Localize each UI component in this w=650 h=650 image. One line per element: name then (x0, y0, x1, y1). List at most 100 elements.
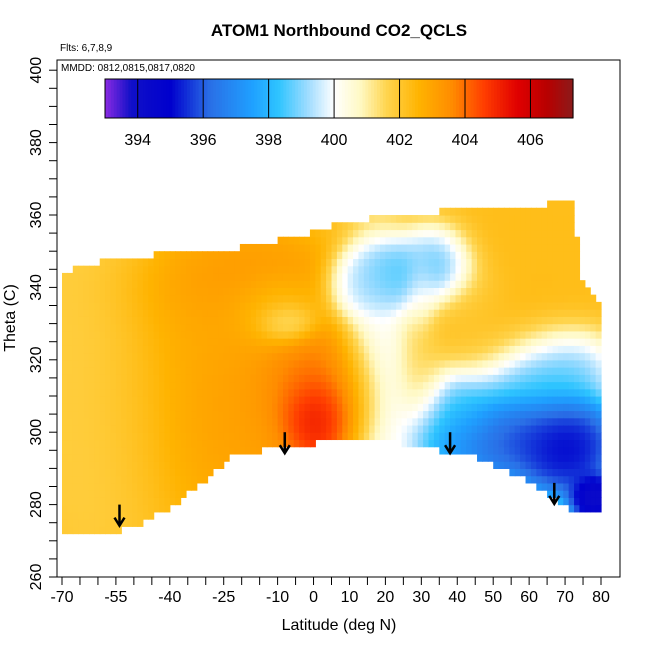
heat-cell (342, 301, 349, 310)
colorbar-tick-label: 394 (124, 132, 151, 149)
heat-cell (239, 381, 246, 390)
heat-cell (148, 439, 155, 448)
heat-cell (169, 374, 176, 383)
heat-cell (536, 424, 543, 433)
heat-cell (590, 359, 597, 368)
heat-cell (175, 309, 182, 317)
heat-cell (439, 265, 446, 274)
heat-cell (94, 287, 101, 296)
heat-cell (396, 229, 403, 238)
heat-cell (595, 301, 602, 310)
heat-cell (115, 424, 122, 433)
heat-cell (423, 229, 430, 238)
heat-cell (272, 287, 279, 296)
heat-cell (121, 468, 128, 477)
colorbar-segment (365, 79, 369, 118)
heat-cell (315, 280, 322, 288)
heat-cell (62, 381, 68, 390)
heat-cell (563, 432, 570, 441)
heat-cell (557, 417, 564, 426)
heat-cell (288, 316, 295, 325)
heat-cell (234, 396, 241, 404)
heat-cell (121, 374, 128, 383)
heat-cell (126, 381, 133, 390)
heat-cell (293, 236, 300, 245)
heat-cell (498, 410, 505, 419)
heat-cell (574, 309, 581, 317)
heat-cell (78, 367, 85, 375)
heat-cell (347, 396, 354, 404)
heat-cell (288, 280, 295, 288)
heat-cell (88, 287, 95, 296)
heat-cell (153, 446, 160, 455)
heat-cell (175, 497, 182, 506)
heat-cell (428, 215, 435, 223)
heat-cell (433, 301, 440, 310)
heat-cell (196, 374, 203, 383)
heat-cell (450, 352, 457, 361)
x-tick-label: -25 (212, 589, 235, 606)
heat-cell (110, 396, 117, 404)
heat-cell (67, 367, 74, 375)
heat-cell (202, 265, 209, 274)
colorbar-segment (163, 79, 168, 118)
heat-cell (557, 424, 564, 433)
heat-cell (390, 265, 397, 274)
heat-cell (401, 359, 408, 368)
heat-cell (514, 330, 521, 339)
heat-cell (390, 374, 397, 383)
heat-cell (520, 410, 527, 419)
heat-cell (288, 367, 295, 375)
colorbar-segment (216, 79, 220, 118)
heat-cell (563, 236, 570, 245)
heat-cell (121, 410, 128, 419)
heat-cell (331, 280, 338, 288)
heat-cell (477, 359, 484, 368)
heat-cell (385, 316, 392, 325)
heat-cell (207, 410, 214, 419)
heat-cell (309, 251, 316, 260)
heat-cell (530, 461, 537, 469)
colorbar-segment (157, 79, 162, 118)
heat-cell (83, 417, 90, 426)
heat-cell (433, 222, 440, 231)
heat-cell (347, 359, 354, 368)
heat-cell (245, 338, 252, 346)
heat-cell (482, 229, 489, 238)
heat-cell (288, 352, 295, 361)
heat-cell (229, 374, 236, 383)
heat-cell (460, 381, 467, 390)
heat-cell (557, 265, 564, 274)
heat-cell (191, 280, 198, 288)
heat-cell (428, 236, 435, 245)
heat-cell (315, 432, 322, 441)
heat-cell (293, 309, 300, 317)
heat-cell (142, 432, 149, 441)
heat-cell (353, 301, 360, 310)
heat-cell (67, 323, 74, 332)
heat-cell (126, 352, 133, 361)
heat-cell (83, 424, 90, 433)
heat-cell (110, 352, 117, 361)
heat-cell (493, 359, 500, 368)
colorbar-segment (423, 79, 428, 118)
heat-cell (563, 417, 570, 426)
heat-cell (78, 439, 85, 448)
heat-cell (390, 432, 397, 441)
heat-cell (229, 439, 236, 448)
heat-cell (110, 265, 117, 274)
heat-cell (164, 388, 171, 397)
heat-cell (568, 251, 575, 260)
heat-cell (175, 338, 182, 346)
heat-cell (557, 215, 564, 223)
heat-cell (309, 352, 316, 361)
heat-cell (406, 316, 413, 325)
heat-cell (369, 396, 376, 404)
heat-cell (374, 352, 381, 361)
heat-cell (363, 330, 370, 339)
heat-cell (148, 497, 155, 506)
heat-cell (67, 432, 74, 441)
heat-cell (94, 338, 101, 346)
heat-cell (460, 316, 467, 325)
heat-cell (126, 453, 133, 462)
